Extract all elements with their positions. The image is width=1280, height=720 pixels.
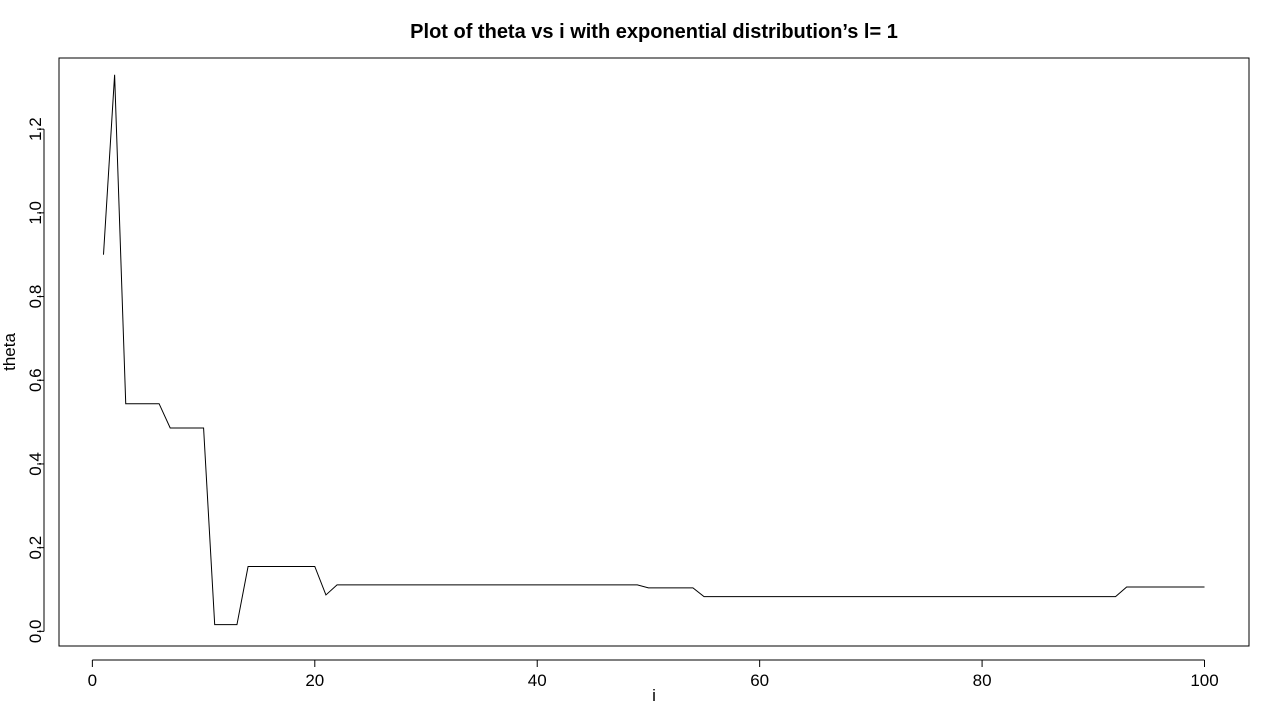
y-tick-label: 0.6 xyxy=(26,368,45,392)
theta-series-line xyxy=(102,74,1205,626)
x-tick-label: 20 xyxy=(305,671,324,690)
y-tick-label: 0.0 xyxy=(26,620,45,644)
y-tick-label: 0.8 xyxy=(26,285,45,309)
chart-title: Plot of theta vs i with exponential dist… xyxy=(410,21,898,43)
x-axis-label: i xyxy=(652,686,656,705)
y-tick-label: 0.4 xyxy=(26,452,45,476)
x-tick-label: 80 xyxy=(973,671,992,690)
x-axis: 0 20 40 60 80 100 xyxy=(88,659,1219,690)
x-tick-label: 100 xyxy=(1190,671,1218,690)
y-tick-label: 1.0 xyxy=(26,201,45,225)
y-axis: 0.0 0.2 0.4 0.6 0.8 1.0 1.2 xyxy=(26,117,45,643)
x-tick-label: 40 xyxy=(528,671,547,690)
plot-frame xyxy=(58,57,1250,647)
y-tick-label: 0.2 xyxy=(26,536,45,560)
y-tick-label: 1.2 xyxy=(26,117,45,141)
x-tick-label: 0 xyxy=(88,671,97,690)
y-axis-label: theta xyxy=(0,333,19,371)
x-tick-label: 60 xyxy=(750,671,769,690)
